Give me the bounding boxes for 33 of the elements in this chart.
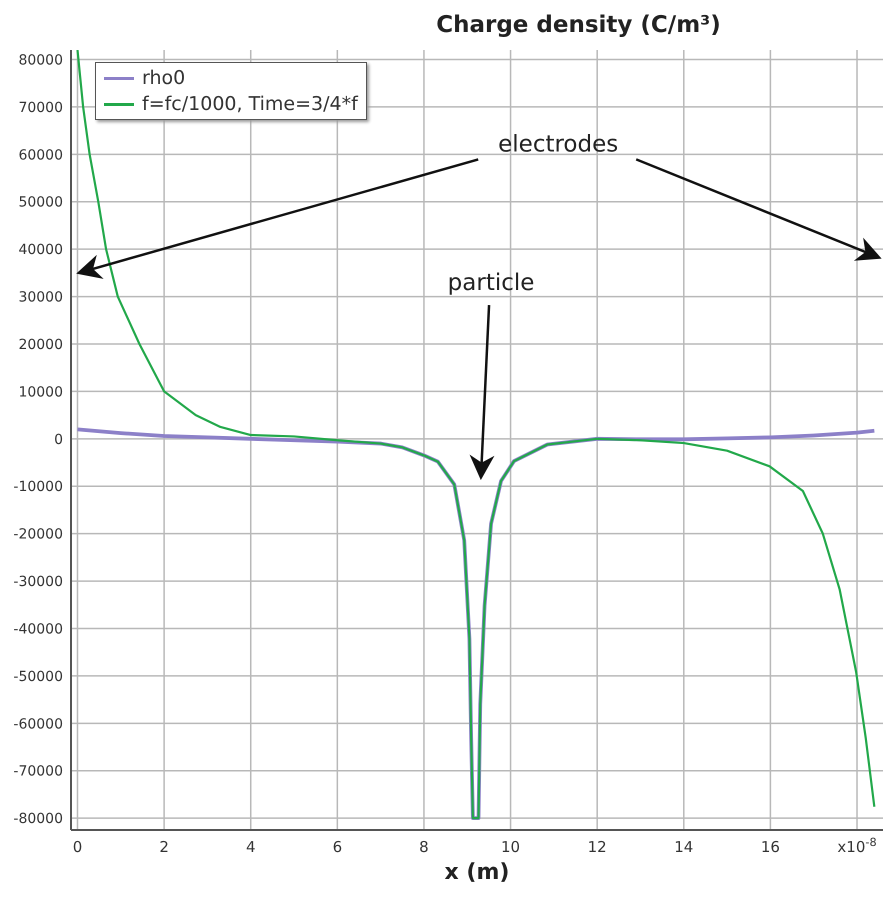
x-tick-label: 16	[760, 838, 780, 856]
y-tick-label: 40000	[18, 242, 63, 258]
y-tick-label: -40000	[13, 621, 63, 638]
y-tick-label: -30000	[13, 574, 63, 590]
annotation: electrodes	[498, 131, 618, 158]
y-tick-label: 20000	[18, 336, 63, 353]
x-tick-label: x10$^{-8}$	[837, 836, 877, 856]
x-tick-label: 4	[246, 838, 256, 856]
y-tick-label: -80000	[13, 811, 63, 828]
y-tick-label: -50000	[13, 668, 63, 685]
chart-title: Charge density (C/m³)	[435, 12, 722, 38]
y-tick-label: 80000	[18, 52, 63, 68]
y-tick-label: -20000	[13, 526, 63, 543]
y-tick-label: -60000	[13, 716, 63, 732]
y-tick-label: 60000	[18, 147, 63, 164]
x-tick-label: 10	[501, 838, 520, 856]
x-tick-label: 6	[332, 838, 342, 856]
y-tick-label: 50000	[18, 194, 63, 211]
y-tick-label: 0	[54, 432, 63, 448]
y-tick-label: 70000	[18, 100, 63, 116]
legend-label: rho0	[142, 66, 186, 91]
legend-label: f=fc/1000, Time=3/4*f	[142, 92, 358, 117]
x-axis-title: x (m)	[444, 860, 510, 885]
x-tick-label: 0	[72, 838, 82, 856]
x-tick-label: 2	[159, 838, 169, 856]
y-tick-label: -10000	[13, 479, 63, 496]
y-tick-label: 30000	[18, 290, 63, 306]
x-tick-label: 8	[419, 838, 429, 856]
x-tick-label: 14	[674, 838, 694, 856]
x-tick-label: 12	[588, 838, 607, 856]
annotation: particle	[448, 270, 534, 296]
y-tick-label: 10000	[18, 384, 63, 400]
y-tick-label: -70000	[13, 764, 63, 780]
